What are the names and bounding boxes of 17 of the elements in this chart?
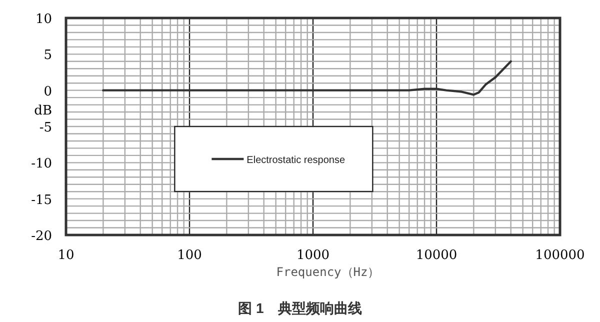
x-tick-label: 100000 bbox=[535, 248, 585, 263]
text: 图 1 典型频响曲线 bbox=[238, 300, 362, 316]
y-tick-label: 5 bbox=[44, 48, 52, 64]
x-tick-label: 1000 bbox=[296, 248, 330, 263]
x-axis-title: Frequency（Hz） bbox=[276, 265, 380, 279]
y-tick-label: -20 bbox=[31, 229, 52, 244]
x-tick-label: 10 bbox=[58, 248, 74, 263]
y-tick-label: 0 bbox=[44, 84, 52, 100]
y-axis-title: dB bbox=[34, 103, 52, 118]
legend-label: Electrostatic response bbox=[246, 155, 346, 166]
y-tick-label: -10 bbox=[31, 156, 52, 172]
x-tick-label: 100 bbox=[177, 248, 202, 263]
y-tick-label: 10 bbox=[35, 12, 52, 27]
legend: Electrostatic response bbox=[174, 126, 374, 192]
x-tick-label: 10000 bbox=[416, 248, 458, 263]
y-tick-label: -5 bbox=[39, 120, 52, 136]
y-tick-label: -15 bbox=[31, 192, 52, 208]
